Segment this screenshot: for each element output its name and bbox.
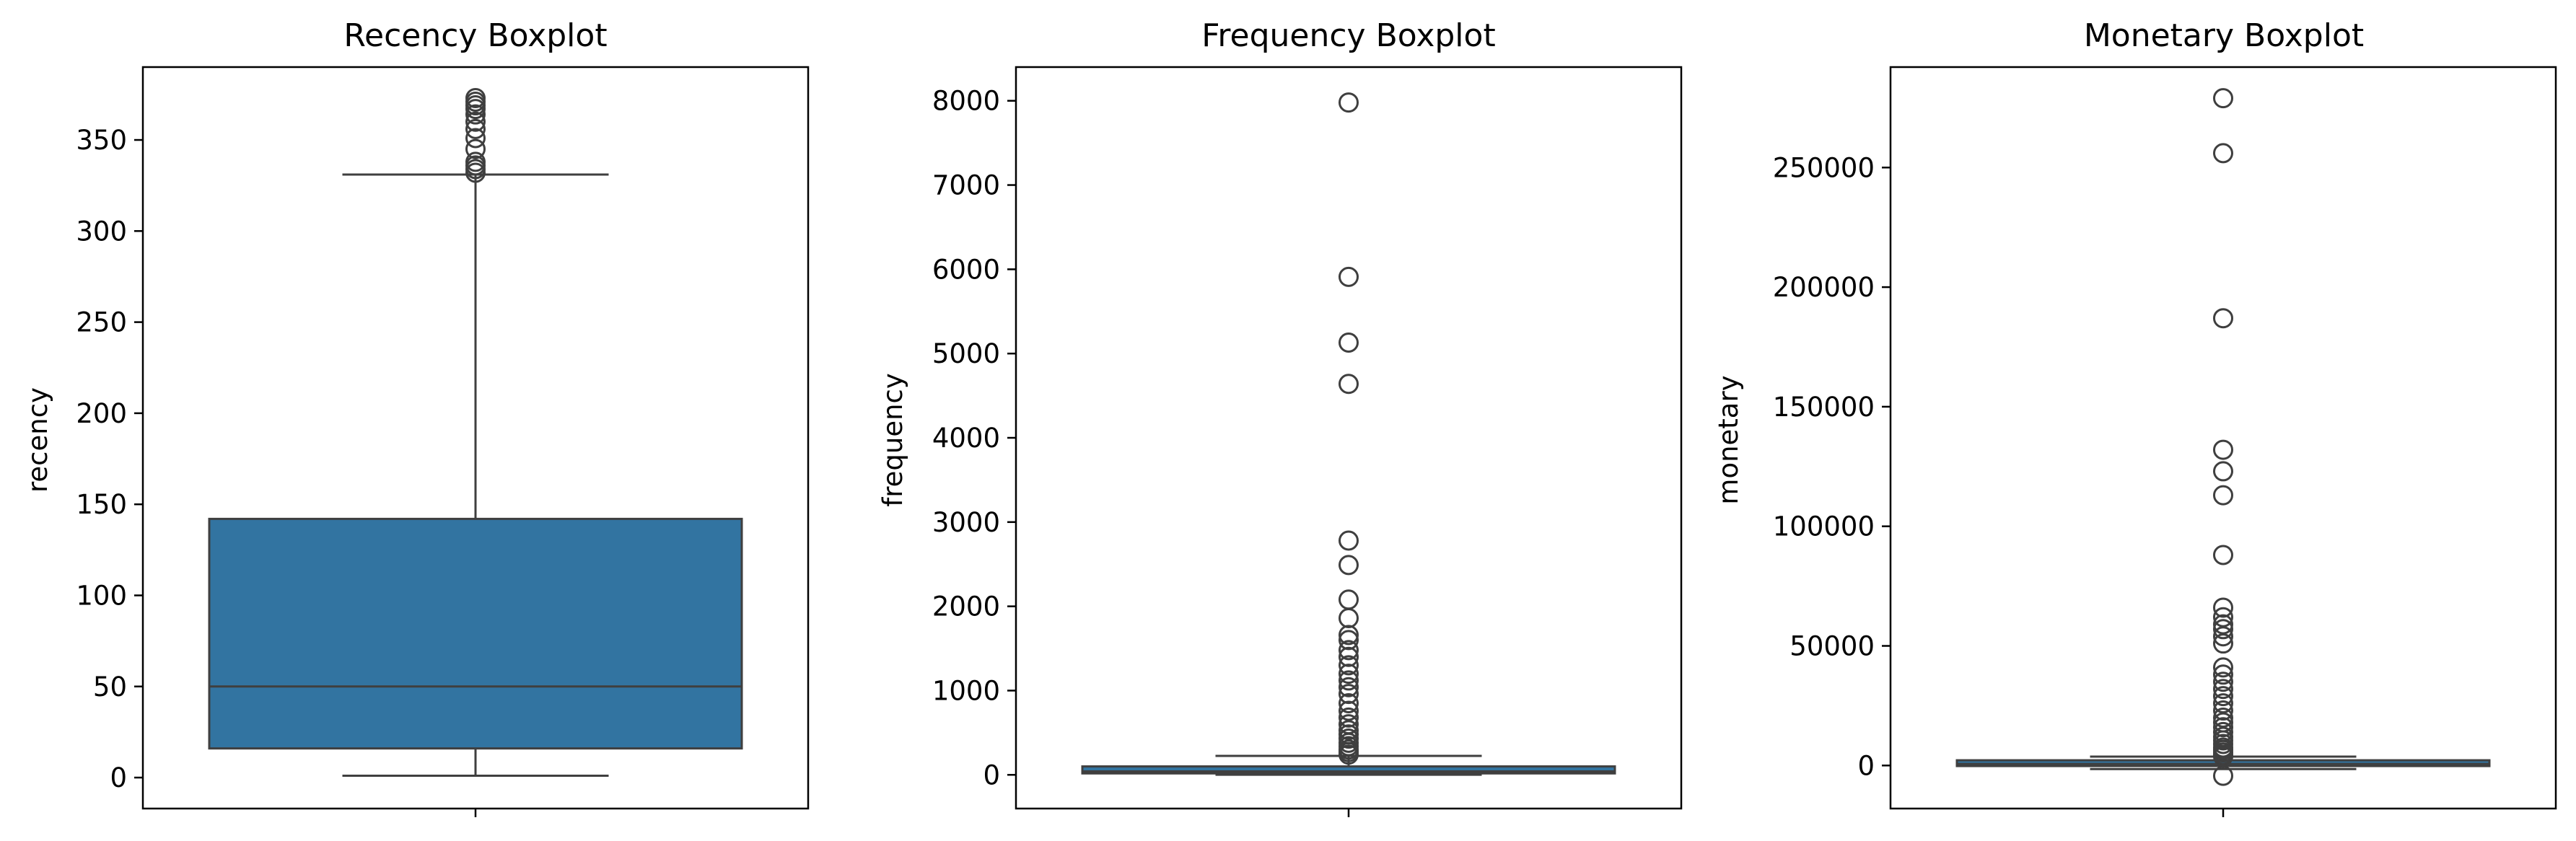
monetary-y-tick-label: 150000 (1773, 392, 1875, 423)
recency-y-tick-label: 300 (76, 216, 127, 247)
monetary-plot-content: 0 50000 100000 150000 200000 250000 (1773, 88, 2491, 817)
recency-panel: Recency Boxplot recency 0 50 100 150 200 250 3… (22, 17, 810, 817)
frequency-outlier-point (1339, 625, 1359, 646)
monetary-outlier-point (2213, 461, 2233, 482)
monetary-outlier-point (2213, 308, 2233, 329)
recency-y-tick-label: 200 (76, 398, 127, 429)
frequency-outlier-point (1339, 714, 1359, 735)
monetary-outlier-point (2213, 485, 2233, 506)
recency-outlier-point (465, 138, 486, 159)
frequency-y-tick-label: 8000 (932, 86, 1000, 117)
frequency-outlier-point (1339, 374, 1359, 395)
frequency-iqr-box (1081, 765, 1616, 775)
frequency-y-tick-label: 2000 (932, 591, 1000, 622)
frequency-axes-frame (1015, 66, 1683, 810)
frequency-outlier-point (1339, 684, 1359, 705)
monetary-outlier-point (2213, 765, 2233, 786)
monetary-outlier-point (2213, 679, 2233, 700)
recency-chart-title: Recency Boxplot (343, 17, 607, 54)
frequency-outlier-point (1339, 670, 1359, 691)
monetary-outlier-point (2213, 717, 2233, 738)
frequency-outlier-point (1339, 655, 1359, 676)
recency-iqr-box (208, 517, 743, 750)
recency-y-tick-label: 50 (93, 672, 127, 703)
frequency-y-tick-label: 3000 (932, 507, 1000, 538)
monetary-outlier-point (2213, 726, 2233, 747)
frequency-y-axis-label: frequency (877, 373, 908, 507)
frequency-outlier-point (1339, 707, 1359, 728)
monetary-axes-frame (1889, 66, 2557, 810)
recency-y-tick-label: 0 (110, 762, 127, 793)
recency-y-tick-label: 150 (76, 489, 127, 520)
monetary-outlier-point (2213, 633, 2233, 654)
recency-y-tick-label: 250 (76, 307, 127, 338)
frequency-outlier-point (1339, 630, 1359, 651)
frequency-outlier-point (1339, 720, 1359, 741)
monetary-y-tick-label: 200000 (1773, 272, 1875, 303)
frequency-y-tick-label: 7000 (932, 170, 1000, 201)
frequency-outlier-point (1339, 530, 1359, 551)
recency-outlier-point (465, 87, 486, 108)
frequency-outlier-point (1339, 677, 1359, 697)
frequency-outlier-point (1339, 332, 1359, 353)
frequency-outlier-point (1339, 692, 1359, 713)
recency-axes-frame (141, 66, 810, 810)
frequency-panel: Frequency Boxplot frequency 0 1000 2000 300… (877, 17, 1683, 817)
recency-outlier-point (465, 118, 486, 139)
frequency-outlier-point (1339, 700, 1359, 721)
frequency-y-tick-label: 1000 (932, 675, 1000, 706)
recency-y-tick-label: 350 (76, 125, 127, 156)
monetary-outlier-point (2213, 721, 2233, 742)
monetary-outlier-point (2213, 693, 2233, 714)
monetary-outlier-point (2213, 439, 2233, 460)
frequency-y-tick-label: 4000 (932, 423, 1000, 454)
frequency-outlier-point (1339, 664, 1359, 684)
recency-outlier-point (465, 128, 486, 149)
frequency-outlier-point (1339, 607, 1359, 628)
monetary-y-tick-label: 0 (1857, 750, 1875, 781)
monetary-outlier-point (2213, 607, 2233, 628)
monetary-y-tick-label: 250000 (1773, 152, 1875, 183)
monetary-panel: Monetary Boxplot monetary 0 50000 100000 15… (1713, 17, 2557, 817)
frequency-plot-content: 0 1000 2000 3000 4000 5000 6000 7000 8000 (932, 86, 1616, 817)
recency-outlier-point (465, 104, 486, 125)
monetary-outlier-point (2213, 712, 2233, 733)
recency-outlier-point (465, 151, 486, 172)
monetary-outlier-point (2213, 657, 2233, 678)
frequency-chart-title: Frequency Boxplot (1201, 17, 1495, 54)
frequency-y-tick-label: 5000 (932, 338, 1000, 369)
monetary-outlier-point (2213, 700, 2233, 721)
frequency-outlier-point (1339, 589, 1359, 610)
monetary-y-axis-label: monetary (1713, 375, 1744, 504)
recency-y-axis-label: recency (22, 387, 53, 493)
monetary-outlier-point (2213, 686, 2233, 707)
frequency-y-tick-label: 0 (983, 759, 1000, 791)
frequency-outlier-point (1339, 646, 1359, 667)
monetary-y-tick-label: 50000 (1789, 631, 1875, 662)
monetary-outlier-point (2213, 707, 2233, 728)
frequency-outlier-point (1339, 92, 1359, 113)
recency-plot-content: 0 50 100 150 200 250 300 350 (76, 87, 743, 817)
recency-y-tick-label: 100 (76, 580, 127, 611)
frequency-outlier-point (1339, 555, 1359, 576)
recency-outlier-point (465, 111, 486, 132)
monetary-outlier-point (2213, 545, 2233, 565)
monetary-outlier-point (2213, 143, 2233, 164)
frequency-outlier-point (1339, 640, 1359, 661)
monetary-outlier-point (2213, 597, 2233, 618)
monetary-y-tick-label: 100000 (1773, 511, 1875, 542)
monetary-outlier-point (2213, 664, 2233, 685)
monetary-outlier-point (2213, 626, 2233, 647)
frequency-outlier-point (1339, 266, 1359, 287)
monetary-chart-title: Monetary Boxplot (2084, 17, 2364, 54)
monetary-outlier-point (2213, 614, 2233, 635)
monetary-outlier-point (2213, 88, 2233, 109)
monetary-outlier-point (2213, 672, 2233, 692)
monetary-outlier-point (2213, 619, 2233, 640)
frequency-y-tick-label: 6000 (932, 254, 1000, 285)
